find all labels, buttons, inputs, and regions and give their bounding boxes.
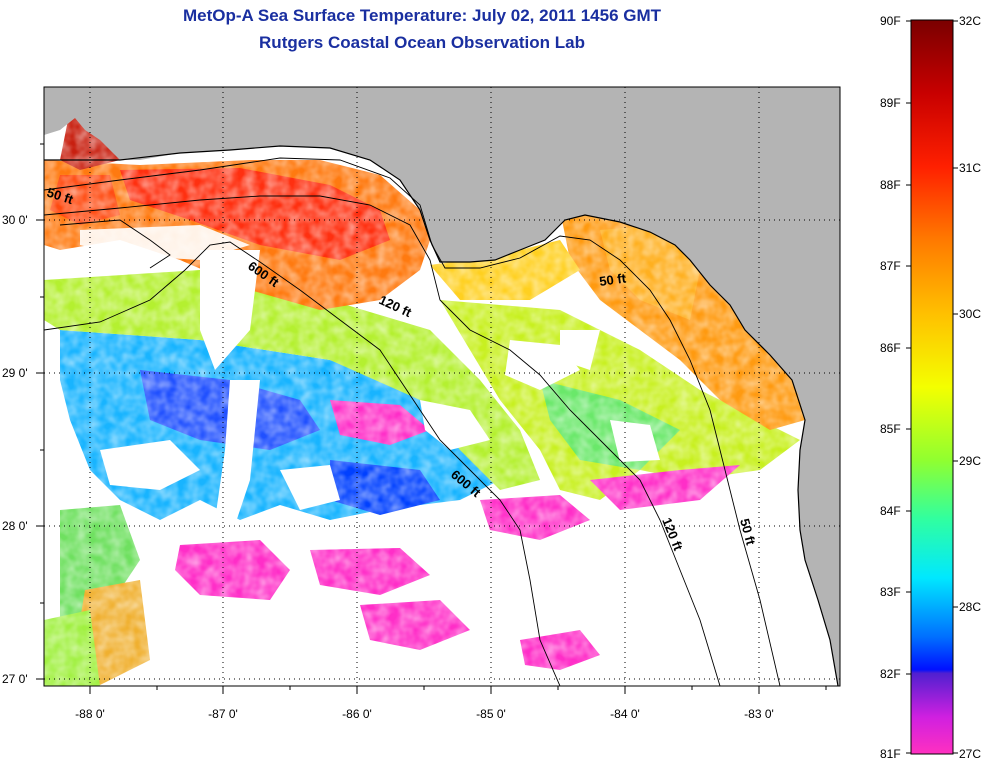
colorbar-f-label: 82F: [880, 667, 901, 681]
map-title-line1: MetOp-A Sea Surface Temperature: July 02…: [182, 6, 662, 25]
colorbar-f-label: 86F: [880, 341, 901, 355]
contour-label: 50 ft: [737, 517, 759, 547]
x-tick-label: -86 0': [342, 707, 372, 721]
land-mass: [44, 87, 840, 686]
bathymetry-contours: [44, 157, 781, 686]
x-tick-label: -83 0': [744, 707, 774, 721]
colorbar-f-label: 88F: [880, 178, 901, 192]
colorbar-c-label: 28C: [959, 600, 981, 614]
colorbar-f-label: 83F: [880, 585, 901, 599]
plot-frame: [43, 86, 841, 687]
x-tick-label: -88 0': [75, 707, 105, 721]
y-tick-label: 27 0': [2, 672, 28, 686]
contour-600ft-west: [59, 219, 171, 269]
colorbar-f-label: 85F: [880, 422, 901, 436]
contour-label: 50 ft: [598, 270, 627, 289]
plot-area: [44, 87, 840, 686]
colorbar-c-label: 29C: [959, 454, 981, 468]
x-tick-label: -87 0': [208, 707, 238, 721]
y-tick-label: 30 0': [2, 213, 28, 227]
colorbar-f-label: 84F: [880, 504, 901, 518]
tick-marks: [36, 143, 827, 694]
colorbar-f-label: 90F: [880, 14, 901, 28]
x-tick-label: -84 0': [610, 707, 640, 721]
colorbar-f-label: 81F: [880, 747, 901, 761]
colorbar-f-label: 89F: [880, 96, 901, 110]
colorbar-c-label: 30C: [959, 307, 981, 321]
colorbar-c-label: 32C: [959, 14, 981, 28]
colorbar-f-label: 87F: [880, 259, 901, 273]
contour-50ft: [44, 157, 781, 686]
contour-600ft: [44, 241, 561, 686]
colorbar-gradient: [910, 19, 954, 755]
coastline: [44, 145, 839, 686]
y-tick-label: 29 0': [2, 366, 28, 380]
x-tick-label: -85 0': [476, 707, 506, 721]
y-tick-label: 28 0': [2, 519, 28, 533]
colorbar-c-label: 31C: [959, 161, 981, 175]
map-title-line2: Rutgers Coastal Ocean Observation Lab: [259, 33, 585, 52]
colorbar-c-label: 27C: [959, 747, 981, 761]
contour-120ft: [44, 195, 721, 686]
colorbar: 90F 89F 88F 87F 86F 85F 84F 83F 82F 81F …: [880, 14, 981, 761]
